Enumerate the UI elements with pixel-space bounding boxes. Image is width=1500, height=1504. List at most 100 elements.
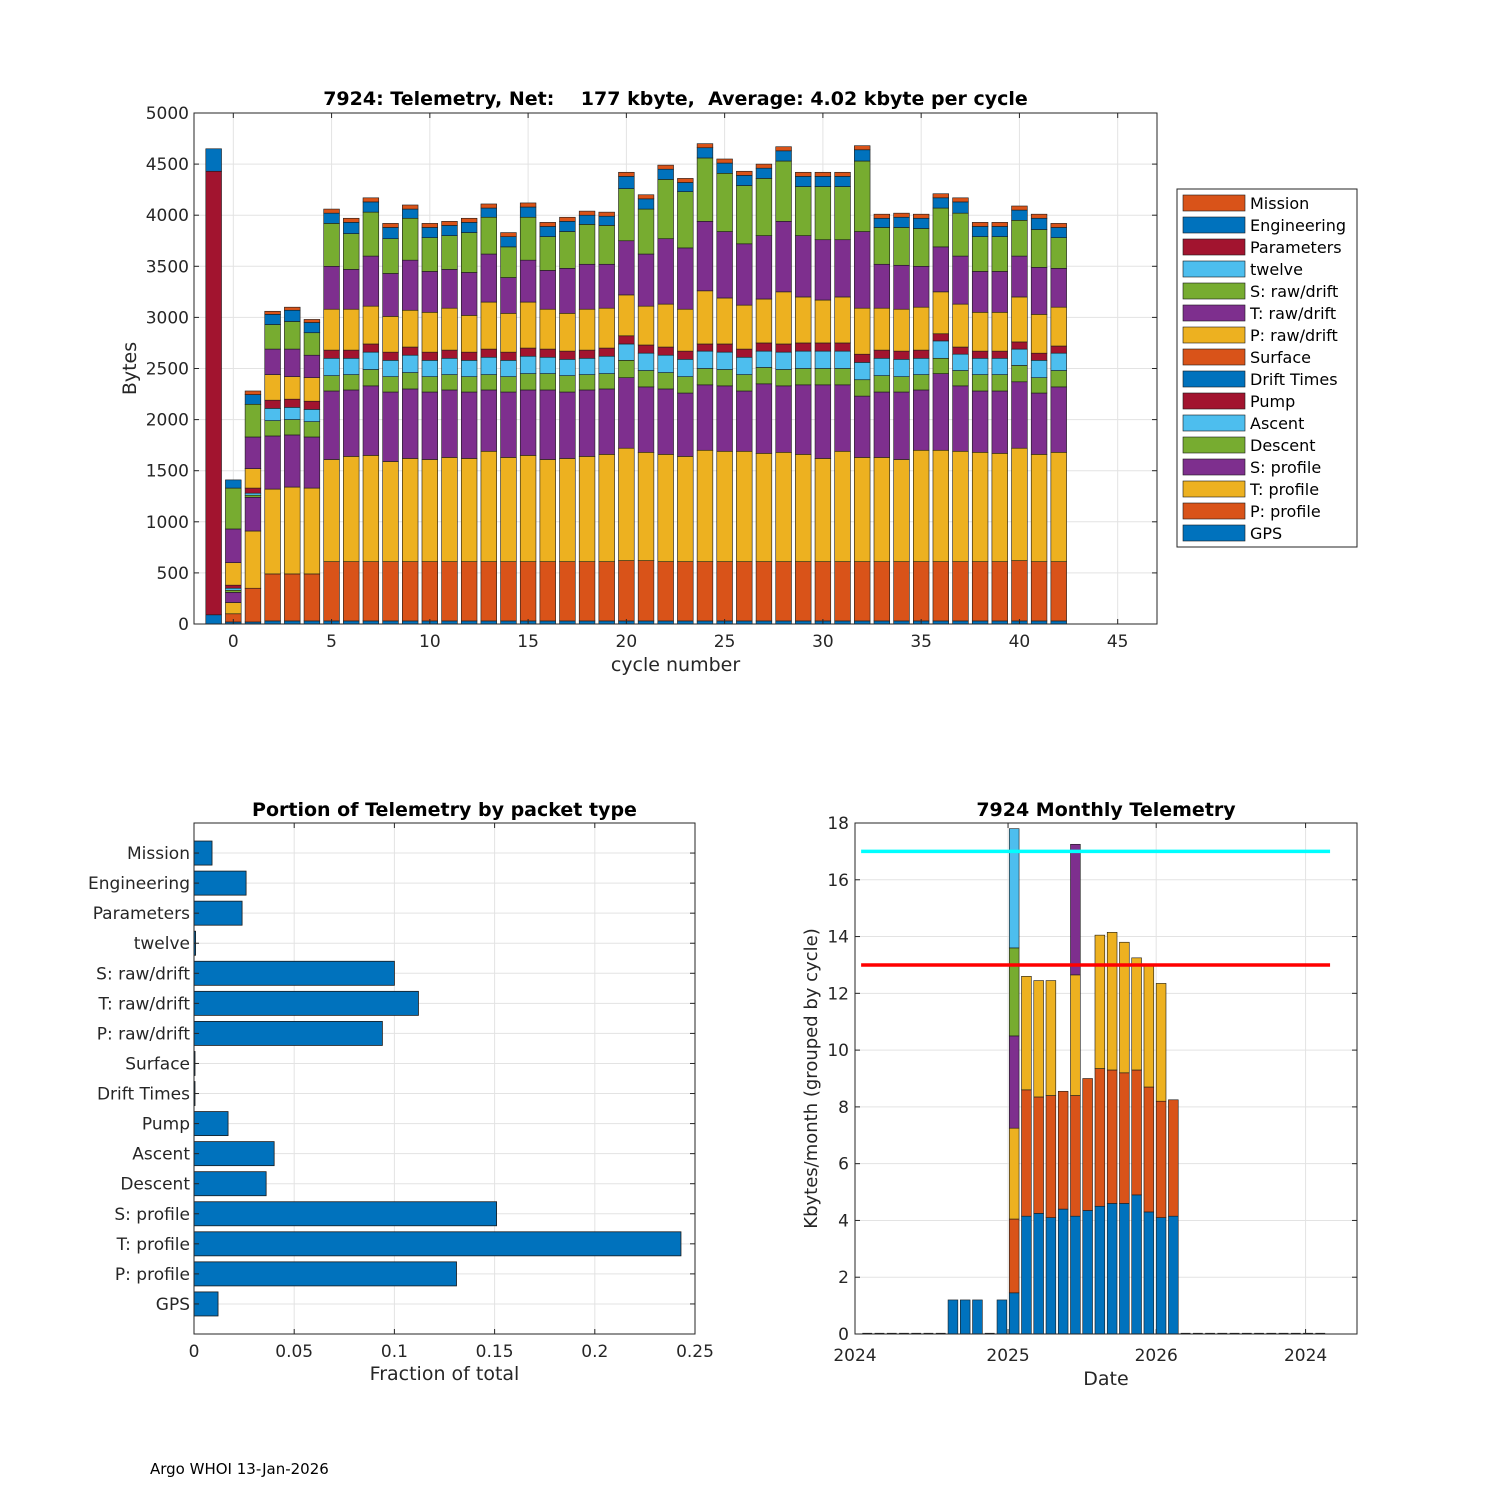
month-bar-segment-17-0 [1057,1208,1069,1335]
legend-label-surface: Surface [1250,348,1311,367]
monthly-telemetry-chart: 0 2 4 6 8 10 12 14 16 18 2024 2025 2026 2024 Date Kbyte… [801,799,1358,1390]
bar-segment-t-raw-drift-cycle-0 [225,528,242,563]
bar-segment-engineering-cycle-8 [382,227,399,240]
bar-segment-t-profile-cycle-42 [1050,452,1067,562]
x-tick-label: 0 [189,1342,200,1362]
bar-segment-s-profile-cycle-22 [657,388,674,455]
bar-segment-pump-cycle-8 [382,351,399,361]
bar-segment-s-raw-drift-cycle-2 [264,324,281,350]
bar-segment-descent-cycle-27 [755,367,773,385]
bar-segment-ascent-cycle-23 [677,359,694,377]
y-tick-label: 10 [827,1041,849,1061]
bar-segment-p-profile-cycle-20 [618,560,635,622]
bar-segment-p-raw-drift-cycle-34 [893,308,910,352]
bar-segment-p-profile-cycle-1 [244,587,262,623]
month-bar-segment-13-4 [1008,947,1020,1037]
bar-segment-p-raw-drift-cycle-41 [1030,314,1048,354]
bar-segment-pump-cycle-39 [991,350,1008,359]
bar-segment-mission-cycle-26 [736,170,753,176]
bar-segment-s-raw-drift-cycle-29 [795,186,812,236]
month-bar-segment-13-3 [1008,1035,1020,1129]
bar-segment-descent-cycle-17 [559,375,576,393]
bar-segment-ascent-cycle-15 [519,355,537,374]
month-bar-segment-14-0 [1021,1215,1032,1335]
y-tick-label: 6 [838,1155,849,1175]
bar-segment-p-profile-cycle-24 [696,561,714,622]
bar-segment-descent-cycle-19 [598,373,615,390]
bar-segment-mission-cycle-18 [578,210,596,216]
bar-segment-s-profile-cycle-9 [402,388,419,459]
bar-segment-p-profile-cycle-6 [343,561,360,622]
legend-label-drift-times: Drift Times [1250,370,1338,389]
bar-segment-t-profile-cycle-14 [500,457,517,562]
month-bar-segment-15-2 [1033,980,1044,1098]
bar-segment-descent-cycle-29 [795,368,812,386]
bar-segment-t-raw-drift-cycle-38 [971,271,989,313]
bar-segment-t-profile-cycle-8 [382,461,399,562]
bar-segment-ascent-cycle-11 [441,357,458,375]
bar-segment-t-profile-cycle-40 [1011,447,1028,561]
bar-segment-ascent-cycle-30 [814,350,832,369]
plot-frame [193,822,696,1335]
bar-segment-t-profile-cycle-15 [519,455,537,562]
bar-segment-mission-cycle-30 [814,171,832,177]
bar-segment-engineering-cycle-30 [814,176,832,187]
bar-segment-t-raw-drift-cycle-4 [303,354,321,378]
bar-segment-pump-cycle-18 [578,349,596,359]
month-bar-segment-22-0 [1119,1203,1130,1335]
category-label-engineering: Engineering [88,874,190,894]
bar-segment-p-profile-cycle-4 [303,573,321,622]
month-bar-segment-16-0 [1045,1217,1057,1335]
bar-segment-descent-cycle-24 [696,368,714,386]
bar-segment-mission-cycle-28 [775,146,792,152]
x-tick-label: 25 [714,632,736,652]
bar-segment-ascent-cycle-20 [618,343,635,361]
legend: Mission Engineering Parameters twelve S: raw… [1176,188,1358,548]
bar-segment-t-raw-drift-cycle-35 [913,265,930,308]
bar-segment-s-profile-cycle-35 [913,389,930,451]
bar-segment-ascent-cycle-42 [1050,352,1067,371]
bar-segment-t-profile-cycle-6 [343,456,360,562]
bar-segment-t-raw-drift-cycle-11 [441,269,458,309]
bar-segment-t-raw-drift-cycle-37 [952,255,969,305]
bar-segment-s-profile-cycle-31 [834,384,851,452]
category-label-t-raw-drift: T: raw/drift [97,994,190,1014]
bar-segment-t-profile-cycle-41 [1030,454,1048,562]
chart-title: 7924: Telemetry, Net: 177 kbyte, Average… [323,88,1028,110]
month-bar-segment-14-2 [1021,975,1032,1091]
bar-segment-engineering-cycle-38 [971,226,989,237]
bar-segment-pump-cycle-6 [343,349,360,359]
bar-segment-p-profile-cycle-5 [323,561,340,622]
bar-segment-engineering-cycle-40 [1011,209,1028,221]
bar-segment-t-profile-cycle-1 [244,530,262,589]
month-bar-segment-15-0 [1033,1213,1044,1335]
footer-credit: Argo WHOI 13-Jan-2026 [150,1460,329,1478]
month-bar-segment-13-0 [1008,1292,1020,1335]
y-tick-label: 3000 [146,308,189,328]
bar-segment-pump-cycle-21 [637,344,655,354]
bar-segment-mission-cycle-2 [264,310,281,315]
legend-swatch-parameters [1182,238,1246,256]
bar-segment-t-raw-drift-cycle-16 [539,270,556,310]
y-tick-label: 4500 [146,155,189,175]
bar-segment-descent-cycle-41 [1030,377,1048,394]
bar-segment-s-profile-cycle-34 [893,391,910,460]
bar-segment-s-raw-drift-cycle-35 [913,228,930,267]
bar-segment-p-profile-cycle-7 [362,561,380,622]
bar-segment-p-raw-drift-cycle-30 [814,299,832,344]
bar-segment-p-raw-drift-cycle-9 [402,309,419,348]
x-axis-label: cycle number [611,654,740,676]
legend-swatch-mission [1182,194,1246,212]
bar-segment-p-raw-drift-cycle-14 [500,313,517,353]
bar-segment-s-profile-cycle-10 [421,391,438,460]
bar-segment-p-raw-drift-cycle-18 [578,308,596,351]
bar-segment-engineering-cycle-2 [264,314,281,325]
bar-segment-engineering-cycle--1 [205,148,222,172]
bar-segment-s-profile-cycle-3 [284,434,301,488]
bar-gps [193,1291,219,1317]
legend-label-twelve: twelve [1250,260,1303,279]
x-tick-label: 40 [1009,632,1031,652]
bar-segment-s-profile-cycle-17 [559,391,576,459]
bar-segment-t-profile-cycle-21 [637,452,655,561]
bar-segment-t-profile-cycle-27 [755,453,773,562]
